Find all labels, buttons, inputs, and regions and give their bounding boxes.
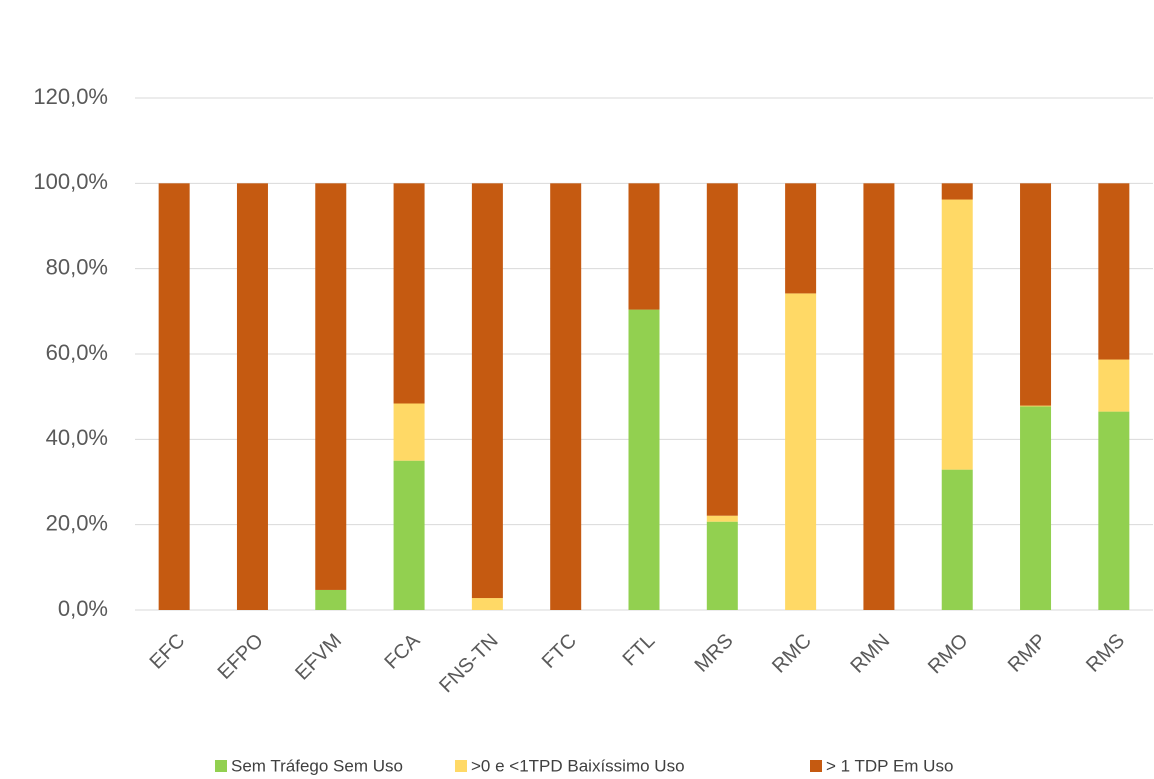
legend-swatch — [455, 760, 467, 772]
bar-segment — [393, 460, 425, 610]
bar-segment — [158, 183, 190, 611]
y-tick-label: 0,0% — [58, 596, 108, 621]
legend-label: Sem Tráfego Sem Uso — [231, 756, 403, 775]
y-tick-label: 100,0% — [33, 169, 108, 194]
bar-segment — [706, 521, 738, 610]
y-tick-label: 60,0% — [46, 340, 108, 365]
bar-segment — [1020, 406, 1052, 610]
bar-segment — [550, 183, 582, 611]
bar-segment — [236, 183, 268, 611]
y-tick-label: 120,0% — [33, 84, 108, 109]
bar-segment — [471, 183, 503, 599]
bar-segment — [941, 469, 973, 610]
x-tick-label: RMO — [924, 630, 973, 679]
x-tick-label: EFVM — [291, 630, 346, 685]
legend-swatch — [215, 760, 227, 772]
x-tick-label: FNS-TN — [435, 630, 502, 697]
bar-segment — [628, 183, 660, 310]
bar-segment — [706, 183, 738, 516]
bar-segment — [628, 309, 660, 610]
bar-segment — [393, 403, 425, 461]
x-tick-label: FCA — [381, 629, 425, 673]
bar-segment — [1098, 359, 1130, 412]
bar-segment — [315, 183, 347, 590]
x-tick-label: FTL — [619, 630, 660, 671]
bar-segment — [706, 515, 738, 522]
legend-swatch — [810, 760, 822, 772]
x-tick-label: RMP — [1004, 630, 1051, 677]
bar-segment — [1098, 183, 1130, 360]
x-tick-label: RMN — [846, 630, 894, 678]
bar-segment — [393, 183, 425, 404]
legend-label: > 1 TDP Em Uso — [826, 756, 953, 775]
bar-segment — [315, 589, 347, 610]
y-tick-label: 20,0% — [46, 510, 108, 535]
x-tick-label: FTC — [538, 630, 581, 673]
y-tick-label: 40,0% — [46, 425, 108, 450]
bar-segment — [863, 183, 895, 611]
bar-segment — [1098, 411, 1130, 610]
bar-segment — [1020, 183, 1052, 406]
x-tick-label: EFC — [146, 630, 190, 674]
bar-segment — [785, 183, 817, 294]
legend-label: >0 e <1TPD Baixíssimo Uso — [471, 756, 685, 775]
x-tick-label: RMC — [768, 630, 816, 678]
x-tick-label: MRS — [691, 630, 738, 677]
bar-segment — [471, 598, 503, 610]
bar-segment — [941, 183, 973, 200]
x-tick-label: RMS — [1082, 630, 1129, 677]
bar-segment — [1020, 405, 1052, 407]
bar-segment — [785, 293, 817, 610]
y-tick-label: 80,0% — [46, 254, 108, 279]
x-tick-label: EFPO — [214, 630, 268, 684]
bar-segment — [941, 199, 973, 470]
